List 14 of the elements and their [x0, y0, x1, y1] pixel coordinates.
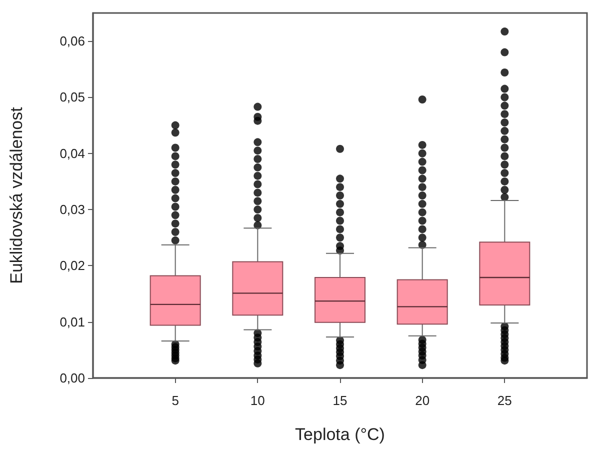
y-tick-label: 0,05 [60, 90, 85, 105]
y-axis-title: Euklidovská vzdálenost [7, 106, 26, 284]
x-axis-title: Teplota (°C) [295, 425, 385, 444]
y-tick-label: 0,02 [60, 258, 85, 274]
x-tick-label: 20 [415, 393, 430, 408]
y-tick-label: 0,06 [60, 34, 85, 49]
x-tick-label: 5 [172, 393, 179, 408]
y-tick-label: 0,01 [60, 314, 85, 330]
x-tick-label: 10 [250, 393, 265, 408]
x-tick-label: 25 [497, 393, 512, 408]
y-tick-label: 0,03 [60, 202, 85, 218]
y-tick-label: 0,04 [60, 146, 85, 161]
x-tick-label: 15 [332, 393, 348, 408]
y-tick-label: 0,00 [60, 370, 85, 386]
